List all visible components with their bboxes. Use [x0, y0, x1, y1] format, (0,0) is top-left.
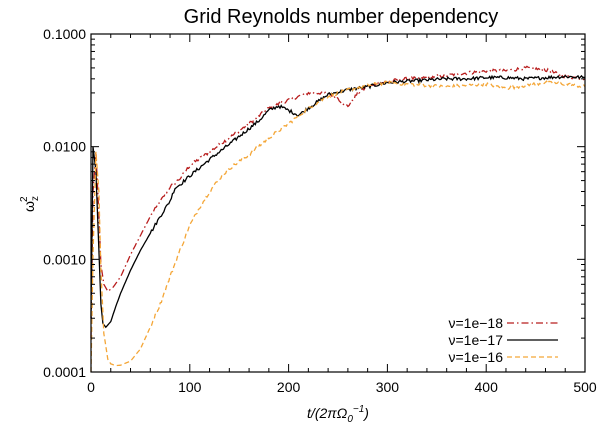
series-line-2 — [90, 74, 586, 329]
plot-lines — [90, 65, 586, 373]
y-axis-label: ωz2 — [19, 196, 41, 212]
x-tick-label: 200 — [277, 379, 301, 395]
plot-frame — [90, 33, 586, 373]
series-line-3 — [90, 80, 586, 373]
x-tick-label: 100 — [178, 379, 202, 395]
y-tick-label: 0.0100 — [43, 139, 86, 155]
x-axis-label: t/(2πΩ0−1) — [307, 404, 369, 424]
x-tick-label: 400 — [475, 379, 499, 395]
x-tick-label: 0 — [87, 379, 95, 395]
y-tick-label: 0.1000 — [43, 26, 86, 42]
x-axis: 0 100 200 300 400 500 — [87, 34, 597, 395]
series-line-1 — [90, 65, 586, 339]
x-tick-label: 500 — [573, 379, 597, 395]
chart-title: Grid Reynolds number dependency — [184, 6, 499, 28]
legend-label: ν=1e−16 — [449, 349, 504, 365]
legend-label: ν=1e−18 — [449, 315, 504, 331]
legend-label: ν=1e−17 — [449, 332, 504, 348]
x-tick-label: 300 — [376, 379, 400, 395]
y-tick-label: 0.0001 — [43, 364, 86, 380]
y-tick-label: 0.0010 — [43, 251, 86, 267]
y-axis: 0.0001 0.0010 0.0100 0.1000 — [43, 26, 585, 380]
legend: ν=1e−18ν=1e−17ν=1e−16 — [449, 315, 558, 365]
